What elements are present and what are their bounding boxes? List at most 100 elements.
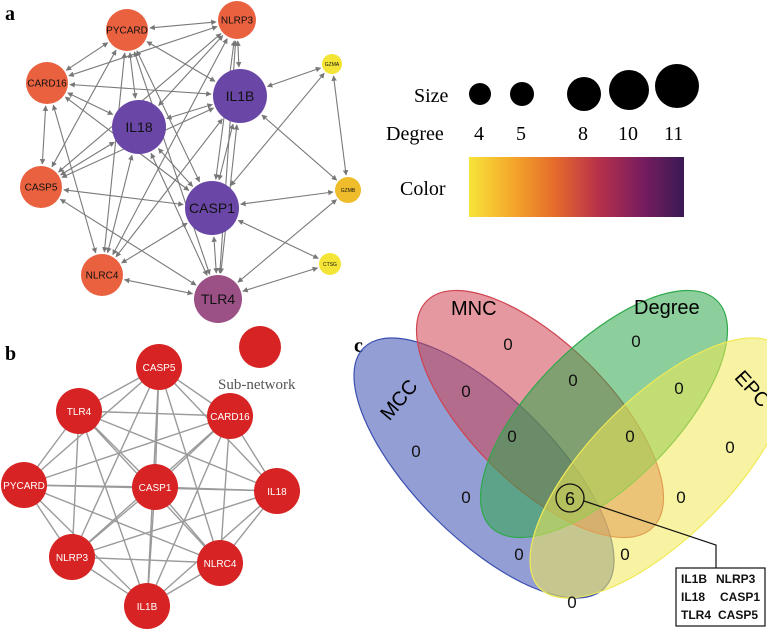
subnode-label-nlrc4: NLRC4 bbox=[204, 559, 237, 570]
node-label-nlrp3: NLRP3 bbox=[221, 16, 254, 27]
legend-degree-value-8: 8 bbox=[578, 123, 588, 145]
subnode-label-casp5: CASP5 bbox=[143, 363, 176, 374]
node-label-card16: CARD16 bbox=[27, 79, 67, 90]
edge-il1b-casp1 bbox=[217, 123, 235, 181]
node-label-nlrc4: NLRC4 bbox=[86, 271, 119, 282]
edge-gzma-gzmb bbox=[331, 75, 349, 176]
node-ctsg bbox=[319, 253, 341, 275]
edge-pycard-il18 bbox=[127, 52, 138, 99]
subnode-label-il1b: IL1B bbox=[137, 602, 158, 613]
node-label-ctsg: CTSG bbox=[323, 262, 337, 268]
edge-casp5-tlr4 bbox=[59, 198, 197, 286]
subnode-il18 bbox=[254, 468, 300, 514]
edge-pycard-card16 bbox=[65, 42, 109, 71]
venn-count-mcc-degree: 0 bbox=[461, 488, 470, 507]
subedge-il18-nlrp3 bbox=[71, 490, 278, 558]
edge-casp1-gzma bbox=[230, 72, 325, 187]
subedge-casp5-nlrp3 bbox=[71, 366, 160, 558]
venn-count-mcc-epc: 0 bbox=[567, 593, 576, 612]
venn-count-mnc-degree-epc: 0 bbox=[625, 427, 634, 446]
edge-casp1-nlrc4 bbox=[121, 222, 188, 264]
panel-label-b: b bbox=[5, 343, 16, 365]
hub-gene-6: CASP5 bbox=[718, 608, 758, 622]
subnode-nlrc4 bbox=[197, 540, 243, 586]
subnode-il1b bbox=[124, 583, 170, 629]
node-casp1 bbox=[185, 181, 239, 235]
edge-tlr4-ctsg bbox=[242, 266, 319, 293]
venn-set-epc bbox=[529, 337, 767, 599]
venn-count-mcc-mnc-degree: 0 bbox=[507, 427, 516, 446]
legend-degree-value-10: 10 bbox=[618, 123, 638, 145]
edge-il1b-gzma bbox=[266, 66, 322, 88]
venn-label-degree: Degree bbox=[634, 297, 700, 319]
hub-gene-box bbox=[675, 567, 766, 627]
subnetwork-legend-label: Sub-network bbox=[218, 377, 296, 393]
node-label-casp1: CASP1 bbox=[189, 200, 235, 216]
edge-casp1-ctsg bbox=[237, 219, 319, 259]
venn-count-mnc-epc: 0 bbox=[676, 488, 685, 507]
node-il1b bbox=[213, 69, 267, 123]
edge-il18-casp5 bbox=[60, 141, 115, 176]
legend-degree-value-11: 11 bbox=[664, 123, 683, 145]
network-b-nodes: CASP5 TLR4 CARD16 PYCARD CASP1 IL18 NLRP3 NLRC4… bbox=[1, 344, 300, 629]
venn-callout-line bbox=[583, 500, 717, 568]
node-label-pycard: PYCARD bbox=[106, 26, 148, 37]
panel-label-a: a bbox=[5, 3, 15, 25]
venn-diagram: MCC MNC Degree EPC 0 0 0 0 0 0 0 0 0 0 0… bbox=[353, 289, 767, 627]
legend-degree-value-5: 5 bbox=[516, 123, 526, 145]
hub-gene-4: CASP1 bbox=[720, 590, 760, 604]
subedge-tlr4-card16 bbox=[78, 410, 231, 417]
subedge-card16-pycard bbox=[23, 415, 231, 486]
subedge-nlrp3-nlrc4 bbox=[71, 556, 221, 564]
legend-size-label: Size bbox=[414, 85, 449, 107]
edge-casp1-gzmb bbox=[240, 189, 334, 207]
subedge-tlr4-il1b bbox=[78, 410, 148, 607]
venn-count-degree-only: 0 bbox=[631, 332, 640, 351]
subedge-casp5-nlrc4 bbox=[158, 366, 221, 564]
node-label-casp5: CASP5 bbox=[25, 183, 58, 194]
legend-color-label: Color bbox=[400, 178, 446, 200]
network-a-nodes: PYCARD NLRP3 CARD16 IL1B IL18 CASP5 CASP1 NLRC4… bbox=[20, 1, 361, 323]
legend-color-gradient bbox=[469, 157, 684, 217]
venn-count-mcc-degree-epc: 0 bbox=[514, 545, 523, 564]
legend-size-dot-4 bbox=[469, 83, 491, 105]
legend-size-dot-10 bbox=[609, 70, 649, 110]
venn-count-epc-only: 0 bbox=[725, 438, 734, 457]
hub-gene-5: TLR4 bbox=[681, 608, 711, 622]
node-tlr4 bbox=[194, 275, 242, 323]
subedge-tlr4-il18 bbox=[78, 410, 278, 492]
legend: Size Degree 4 5 8 10 11 Color bbox=[386, 64, 699, 217]
edge-il1b-gzmb bbox=[261, 114, 338, 181]
node-casp5 bbox=[20, 166, 62, 208]
edge-pycard-nlrp3 bbox=[149, 19, 217, 31]
subnode-pycard bbox=[1, 462, 47, 508]
node-nlrc4 bbox=[81, 254, 123, 296]
hub-gene-1: IL1B bbox=[681, 572, 707, 586]
subnode-label-il18: IL18 bbox=[267, 487, 287, 498]
legend-degree-value-4: 4 bbox=[474, 123, 484, 145]
node-nlrp3 bbox=[218, 1, 256, 39]
subnode-tlr4 bbox=[56, 388, 102, 434]
panel-label-c: c bbox=[354, 335, 363, 357]
subedge-pycard-nlrc4 bbox=[23, 484, 221, 564]
subnode-label-pycard: PYCARD bbox=[3, 481, 45, 492]
node-card16 bbox=[26, 62, 68, 104]
subedge-card16-il1b bbox=[146, 415, 231, 607]
legend-size-dot-11 bbox=[655, 64, 699, 108]
subnode-casp1 bbox=[132, 464, 178, 510]
subnetwork-legend-dot bbox=[239, 326, 281, 368]
hub-gene-2: NLRP3 bbox=[716, 572, 756, 586]
edge-pycard-nlrc4 bbox=[102, 52, 127, 253]
venn-ellipses bbox=[353, 289, 767, 599]
subnode-label-card16: CARD16 bbox=[210, 412, 250, 423]
subnode-label-casp1: CASP1 bbox=[139, 483, 172, 494]
venn-label-mnc: MNC bbox=[451, 298, 497, 320]
node-gzmb bbox=[335, 177, 361, 203]
node-label-il1b: IL1B bbox=[226, 88, 255, 104]
edge-casp1-tlr4 bbox=[211, 236, 219, 274]
subnode-card16 bbox=[207, 393, 253, 439]
venn-count-mcc-mnc-epc: 0 bbox=[620, 545, 629, 564]
subnode-nlrp3 bbox=[49, 534, 95, 580]
